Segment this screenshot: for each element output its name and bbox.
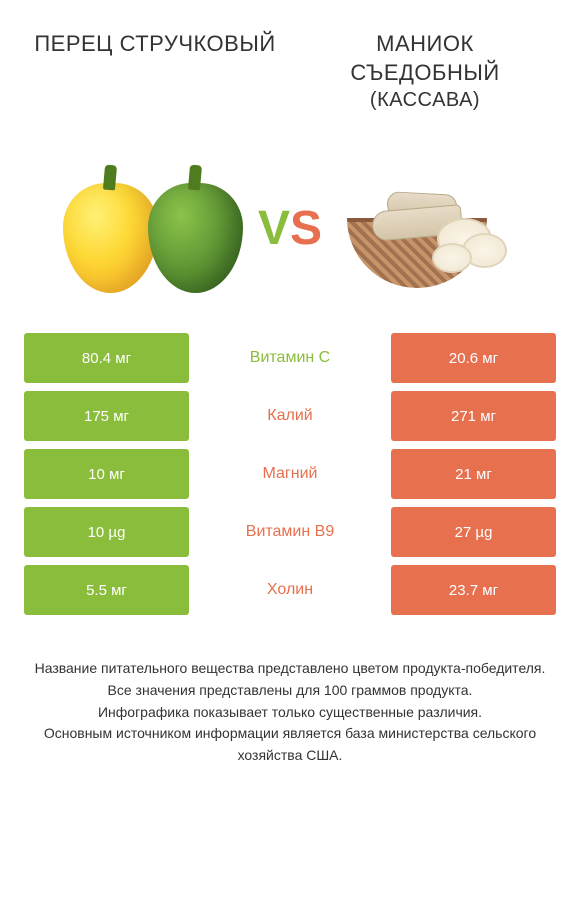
nutrient-label: Холин <box>189 565 391 615</box>
vs-label: VS <box>258 201 322 256</box>
value-left: 5.5 мг <box>24 565 189 615</box>
value-left: 80.4 мг <box>24 333 189 383</box>
value-right: 23.7 мг <box>391 565 556 615</box>
table-row: 10 мгМагний21 мг <box>24 449 556 499</box>
title-right-line1: МАНИОК СЪЕДОБНЫЙ <box>350 31 499 85</box>
table-row: 10 µgВитамин B927 µg <box>24 507 556 557</box>
images-row: VS <box>0 133 580 333</box>
footer-line: Инфографика показывает только существенн… <box>30 702 550 724</box>
nutrient-label: Витамин C <box>189 333 391 383</box>
title-right-line2: (КАССАВА) <box>304 87 547 113</box>
value-right: 27 µg <box>391 507 556 557</box>
table-row: 5.5 мгХолин23.7 мг <box>24 565 556 615</box>
table-row: 175 мгКалий271 мг <box>24 391 556 441</box>
table-row: 80.4 мгВитамин C20.6 мг <box>24 333 556 383</box>
value-left: 10 µg <box>24 507 189 557</box>
value-left: 10 мг <box>24 449 189 499</box>
comparison-table: 80.4 мгВитамин C20.6 мг 175 мгКалий271 мг… <box>0 333 580 615</box>
vs-v-letter: V <box>258 201 290 256</box>
header: ПЕРЕЦ СТРУЧКОВЫЙ МАНИОК СЪЕДОБНЫЙ (КАССА… <box>0 0 580 133</box>
nutrient-label: Витамин B9 <box>189 507 391 557</box>
title-right: МАНИОК СЪЕДОБНЫЙ (КАССАВА) <box>304 30 547 113</box>
title-left: ПЕРЕЦ СТРУЧКОВЫЙ <box>34 30 277 113</box>
vs-s-letter: S <box>290 201 322 256</box>
value-right: 20.6 мг <box>391 333 556 383</box>
value-right: 271 мг <box>391 391 556 441</box>
nutrient-label: Магний <box>189 449 391 499</box>
footer-line: Название питательного вещества представл… <box>30 658 550 680</box>
value-left: 175 мг <box>24 391 189 441</box>
value-right: 21 мг <box>391 449 556 499</box>
footer-line: Все значения представлены для 100 граммо… <box>30 680 550 702</box>
cassava-image <box>332 148 522 308</box>
footer-notes: Название питательного вещества представл… <box>0 623 580 786</box>
nutrient-label: Калий <box>189 391 391 441</box>
footer-line: Основным источником информации является … <box>30 723 550 766</box>
pepper-image <box>58 148 248 308</box>
